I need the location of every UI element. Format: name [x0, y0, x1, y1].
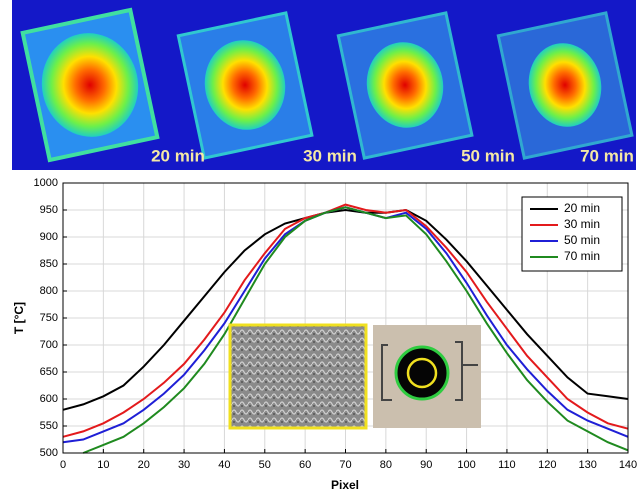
x-tick-label: 90: [420, 459, 432, 471]
legend: 20 min 30 min 50 min 70 min: [521, 196, 623, 272]
x-tick-label: 80: [380, 459, 392, 471]
y-tick-label: 1000: [34, 177, 58, 189]
legend-label: 30 min: [564, 217, 600, 231]
x-tick-label: 30: [178, 459, 190, 471]
sample: [394, 345, 450, 401]
sample-ring: [406, 357, 438, 389]
y-axis-title: T [°C]: [12, 302, 26, 334]
y-tick-label: 500: [40, 447, 58, 459]
y-tick-label: 850: [40, 258, 58, 270]
y-tick-label: 900: [40, 231, 58, 243]
legend-label: 20 min: [564, 201, 600, 215]
x-tick-label: 70: [339, 459, 351, 471]
y-tick-label: 550: [40, 420, 58, 432]
y-tick-label: 650: [40, 366, 58, 378]
series-line: [82, 206, 629, 454]
y-tick-label: 600: [40, 393, 58, 405]
x-tick-label: 10: [97, 459, 109, 471]
x-tick-label: 140: [619, 459, 637, 471]
lines: [62, 203, 629, 454]
legend-label: 70 min: [564, 249, 600, 263]
x-tick-label: 120: [538, 459, 556, 471]
x-tick-label: 100: [457, 459, 475, 471]
x-tick-label: 20: [138, 459, 150, 471]
x-tick-label: 50: [259, 459, 271, 471]
sem-inset: [228, 323, 368, 430]
x-tick-label: 0: [60, 459, 66, 471]
x-tick-label: 40: [218, 459, 230, 471]
y-tick-label: 800: [40, 285, 58, 297]
thermal-label: 30 min: [303, 146, 357, 165]
y-tick-label: 700: [40, 339, 58, 351]
x-axis-title: Pixel: [331, 478, 359, 492]
series-line: [62, 203, 629, 438]
thermal-strip: 20 min 30 min 50 min 70 min: [12, 0, 636, 170]
x-tick-label: 110: [498, 459, 516, 471]
thermal-label: 50 min: [461, 146, 515, 165]
thermal-label: 20 min: [151, 146, 205, 165]
plot-frame: [62, 182, 629, 454]
insets: [228, 323, 481, 430]
y-tick-label: 950: [40, 204, 58, 216]
x-tick-label: 130: [578, 459, 596, 471]
thermal-label: 70 min: [580, 146, 634, 165]
y-tick-label: 750: [40, 312, 58, 324]
legend-label: 50 min: [564, 233, 600, 247]
x-tick-label: 60: [299, 459, 311, 471]
series-line: [62, 208, 629, 411]
